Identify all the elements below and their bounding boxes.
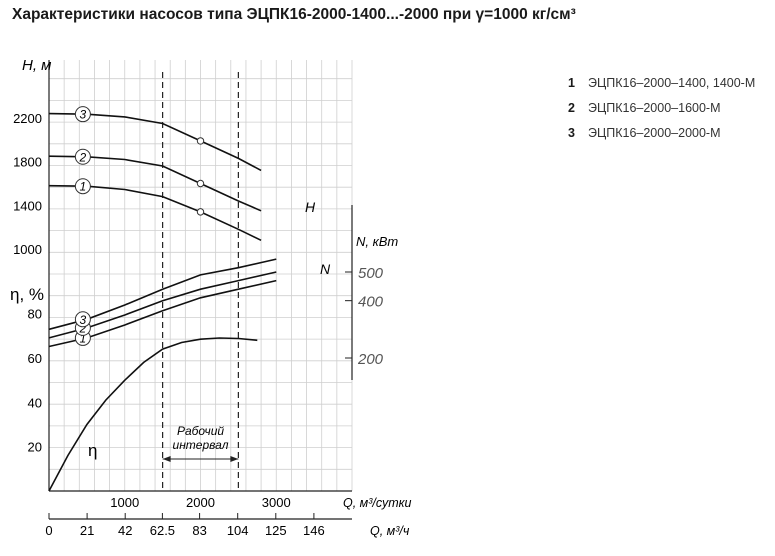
y-tick-label: 40 [28,395,42,410]
legend: 1 ЭЦПК16–2000–1400, 1400-М 2 ЭЦПК16–2000… [568,70,755,145]
power-tick-label: 200 [357,351,384,368]
page-title: Характеристики насосов типа ЭЦПК16-2000-… [12,6,576,23]
y-tick-label: 1800 [13,155,42,170]
y-tick-label: 60 [28,351,42,366]
y-axis-power-label: N, кВт [356,234,398,249]
legend-number: 1 [568,75,575,90]
legend-number: 2 [568,100,575,115]
x-tick-label: 2000 [186,495,215,510]
series-badge-label: 3 [80,108,87,122]
series-badge-label: 1 [80,331,87,345]
y-tick-label: 1000 [13,242,42,257]
y-axis-head-label: H, м [22,57,51,74]
working-interval-label: Рабочий [177,424,224,438]
y-tick-label: 2200 [13,111,42,126]
series-badge [74,148,91,165]
legend-item: 3 ЭЦПК16–2000–2000-М [568,120,755,145]
efficiency-curve [48,337,258,492]
series-badge-label: 1 [80,180,87,194]
working-interval-label: интервал [173,438,229,452]
series-badge [74,178,91,195]
power-tick-label: 500 [358,265,384,282]
arrow-head-icon [162,456,171,462]
head-curve-label: H [305,199,316,215]
efficiency-curve-label: η [88,441,97,460]
legend-label: ЭЦПК16–2000–2000-М [588,125,721,140]
x-tick-label: 104 [227,523,249,538]
legend-label: ЭЦПК16–2000–1400, 1400-М [588,75,756,90]
x-tick-label: 146 [303,523,325,538]
x-tick-label: 42 [118,523,132,538]
series-badge-label: 3 [80,313,87,327]
head-marker [196,208,205,216]
legend-item: 1 ЭЦПК16–2000–1400, 1400-М [568,70,755,95]
y-axis-eff-label: η, % [10,285,44,304]
head-marker [196,179,205,188]
y-tick-label: 1400 [13,198,42,213]
series-badge-label: 2 [79,321,87,335]
head-marker [196,137,205,145]
x-tick-label: 62.5 [150,523,175,538]
power-tick-label: 400 [358,294,384,311]
power-curve-label: N [320,261,331,277]
y-tick-label: 80 [28,307,42,322]
series-badge [74,311,91,328]
x-tick-label: 21 [80,523,94,538]
series-badge [74,106,91,123]
x-axis-label-bottom: Q, м³/ч [370,524,410,538]
x-tick-label: 1000 [110,495,139,510]
x-tick-label: 125 [265,523,287,538]
series-badge-label: 2 [79,150,87,164]
x-tick-label: 0 [45,523,52,538]
x-tick-label: 83 [192,523,206,538]
arrow-head-icon [230,456,239,462]
x-tick-label: 3000 [262,495,291,510]
legend-label: ЭЦПК16–2000–1600-М [588,100,721,115]
x-axis-label-top: Q, м³/сутки [343,496,412,510]
legend-number: 3 [568,125,575,140]
legend-item: 2 ЭЦПК16–2000–1600-М [568,95,755,120]
y-tick-label: 20 [28,440,42,455]
